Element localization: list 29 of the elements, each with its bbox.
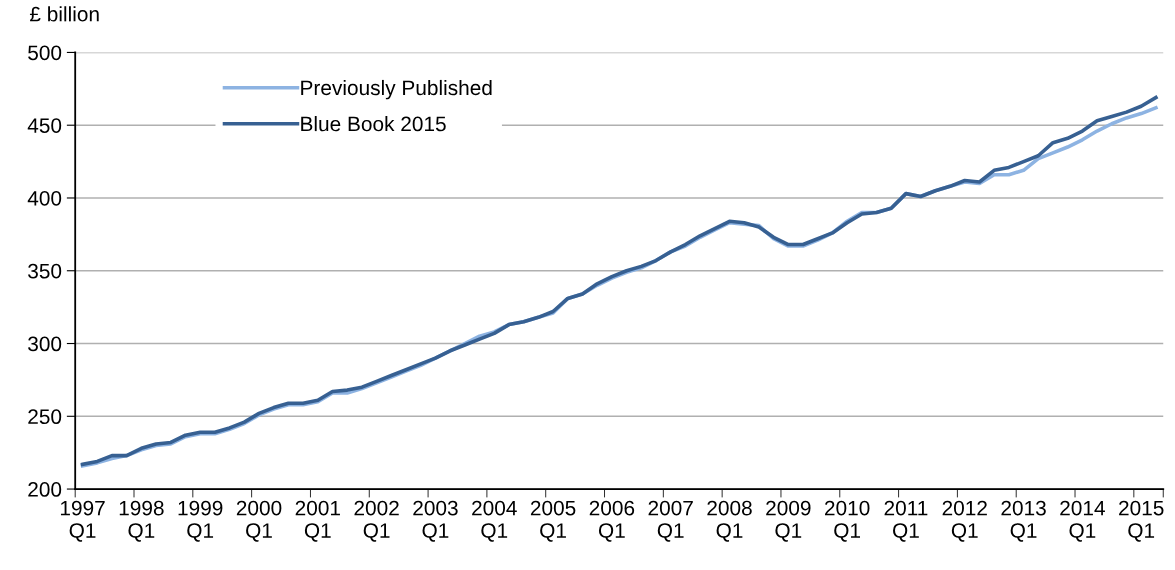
x-tick-label: 2002 Q1 — [354, 500, 399, 542]
y-tick-label: 500 — [28, 45, 62, 61]
y-tick-label: 450 — [27, 118, 62, 133]
y-tick-label: 200 — [28, 482, 62, 497]
x-tick-label: 2015 Q1 — [1119, 500, 1164, 542]
x-tick-label: 2010 Q1 — [825, 500, 870, 542]
x-tick-label: 2003 Q1 — [413, 500, 458, 542]
legend-label: Previously Published — [301, 79, 492, 100]
x-tick-label: 2006 Q1 — [589, 500, 635, 542]
x-tick-label: 2007 Q1 — [648, 500, 693, 542]
x-tick-label: 2014 Q1 — [1060, 500, 1105, 542]
x-tick-label: 2005 Q1 — [530, 500, 576, 542]
y-tick-label: 300 — [28, 336, 62, 352]
x-tick-label: 1999 Q1 — [178, 500, 223, 542]
y-tick-label: 400 — [27, 190, 62, 206]
x-tick-label: 2009 Q1 — [766, 500, 811, 542]
y-tick-label: 350 — [28, 263, 62, 279]
x-tick-label: 2004 Q1 — [472, 500, 517, 542]
legend-label: Blue Book 2015 — [301, 116, 446, 132]
x-tick-label: 2012 Q1 — [942, 500, 987, 542]
x-tick-label: 1997 Q1 — [60, 500, 105, 542]
x-tick-label: 2008 Q1 — [707, 500, 752, 542]
y-axis-title: £ billion — [29, 6, 99, 22]
x-tick-label: 2001 Q1 — [295, 500, 340, 542]
y-tick-label: 250 — [28, 409, 62, 425]
x-tick-label: 1998 Q1 — [119, 500, 164, 542]
x-tick-label: 2000 Q1 — [236, 500, 282, 542]
x-tick-label: 2011 Q1 — [884, 500, 928, 542]
x-tick-label: 2013 Q1 — [1001, 500, 1046, 542]
